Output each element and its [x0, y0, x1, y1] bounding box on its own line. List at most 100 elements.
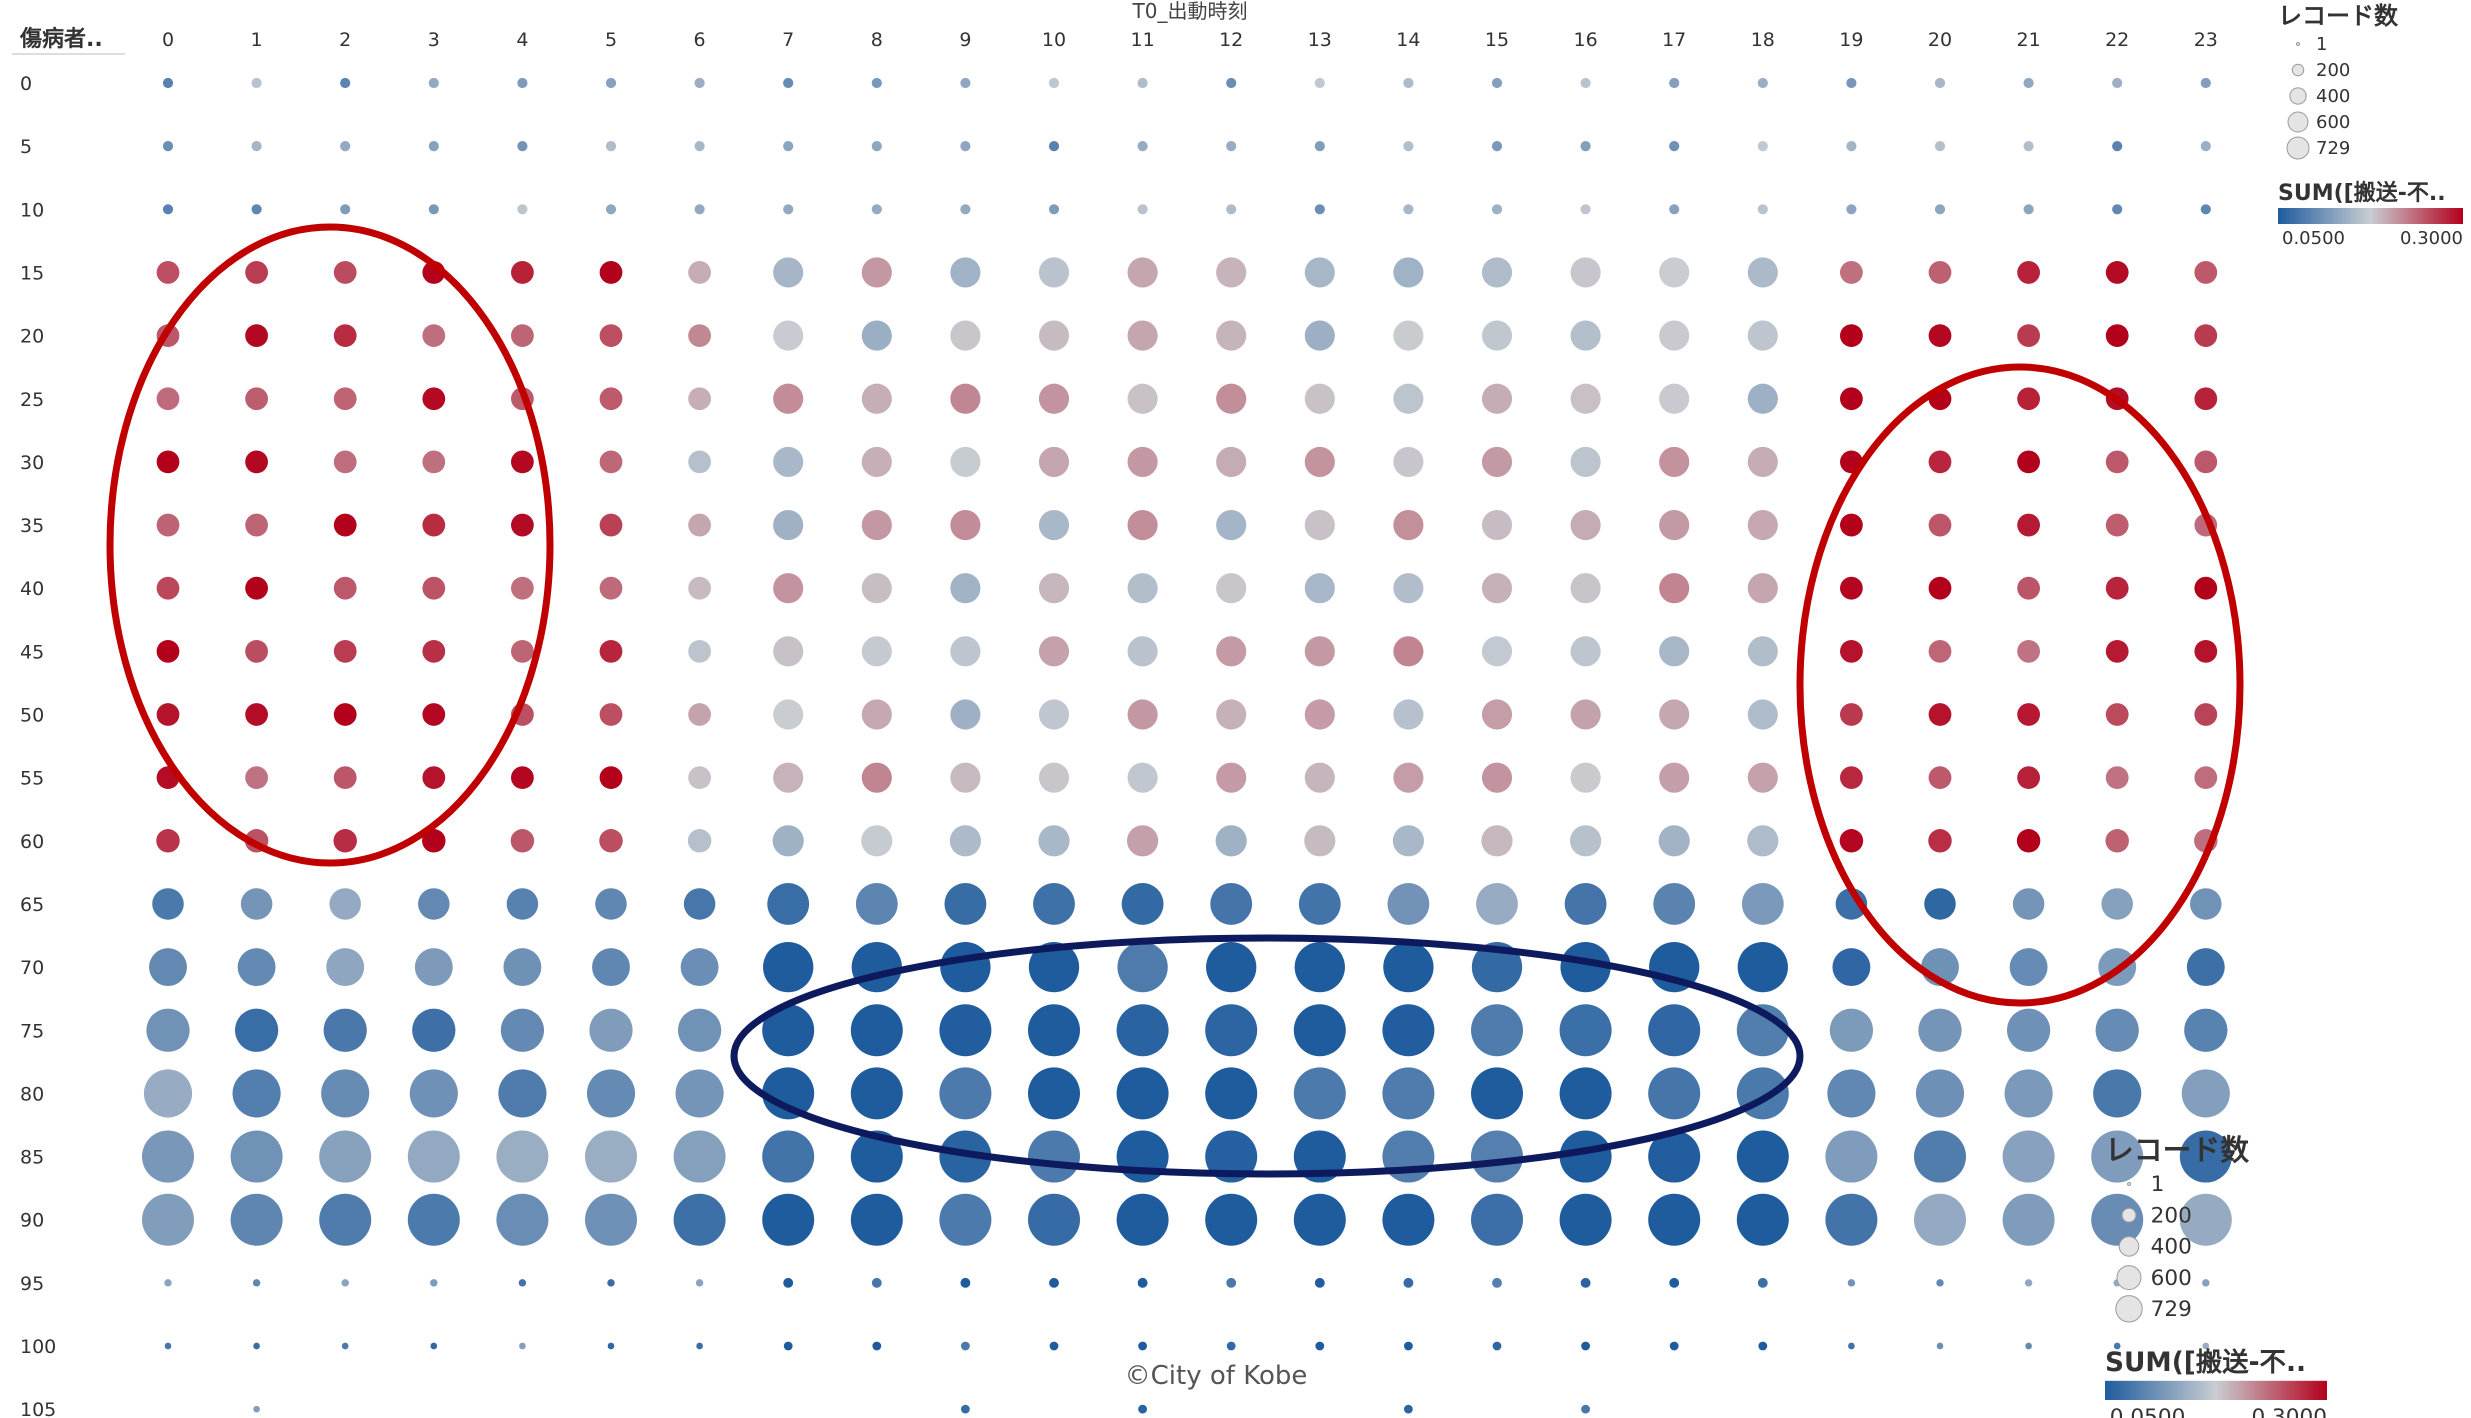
bubble-mark: [683, 888, 716, 920]
bubble-mark: [950, 636, 981, 667]
bubble-mark: [1580, 77, 1591, 89]
bubble-mark: [1747, 320, 1778, 351]
bubble-mark: [1382, 1067, 1435, 1120]
bubble-mark: [1747, 573, 1778, 604]
bubble-mark: [1038, 825, 1070, 857]
bubble-mark: [688, 387, 711, 411]
bubble-mark: [1382, 1130, 1435, 1183]
annotation-ellipse-daytime-elderly: [730, 934, 1804, 1178]
bubble-mark: [763, 941, 814, 993]
bubble-mark: [872, 1341, 882, 1351]
bubble-mark: [1028, 1193, 1080, 1246]
bubble-mark: [2017, 766, 2040, 790]
bubble-mark: [1928, 703, 1952, 726]
bubble-mark: [2194, 450, 2218, 474]
x-tick-label: 10: [1042, 29, 1066, 51]
bubble-mark: [340, 77, 351, 89]
bubble-mark: [1393, 446, 1424, 477]
bubble-mark: [599, 261, 623, 284]
bubble-mark: [1757, 1277, 1768, 1288]
bubble-mark: [1914, 1130, 1966, 1183]
bubble-mark: [511, 450, 534, 474]
bubble-mark: [694, 204, 705, 215]
bubble-mark: [1210, 883, 1253, 925]
bubble-mark: [156, 576, 180, 600]
bubble-mark: [851, 941, 902, 993]
bubble-mark: [1570, 573, 1601, 604]
bubble-mark: [409, 1069, 458, 1118]
bubble-mark: [1393, 636, 1424, 667]
bubble-mark: [1393, 257, 1424, 288]
size-legend-label: 1: [2316, 34, 2327, 55]
annotation-ellipse-late-night: [106, 223, 554, 867]
bubble-mark: [1915, 1069, 1965, 1118]
bubble-mark: [1846, 204, 1857, 215]
bubble-mark: [333, 829, 357, 853]
x-tick-label: 15: [1485, 29, 1509, 51]
bubble-mark: [1570, 257, 1601, 288]
x-tick-label: 12: [1219, 29, 1243, 51]
bubble-mark: [1293, 1067, 1346, 1120]
bubble-mark: [950, 257, 981, 288]
bubble-mark: [1226, 77, 1237, 89]
bubble-mark: [146, 1008, 190, 1052]
bubble-mark: [2179, 1130, 2232, 1183]
bubble-mark: [1825, 1193, 1878, 1246]
bubble-mark: [1387, 883, 1430, 925]
bubble-mark: [1580, 141, 1591, 152]
bubble-mark: [1127, 636, 1158, 667]
bubble-mark: [1038, 383, 1070, 414]
bubble-mark: [1116, 1067, 1169, 1120]
bubble-mark: [675, 1069, 724, 1118]
bubble-mark: [164, 1279, 172, 1287]
bubble-mark: [326, 948, 365, 987]
bubble-mark: [1481, 699, 1513, 730]
bubble-mark: [1559, 1193, 1612, 1246]
bubble-mark: [2017, 639, 2040, 663]
bubble-mark: [340, 141, 351, 152]
bubble-mark: [1127, 446, 1158, 477]
bubble-mark: [2093, 1069, 2142, 1118]
bubble-mark: [1393, 573, 1424, 604]
bubble-mark: [2113, 1342, 2121, 1350]
bubble-mark: [2023, 77, 2034, 89]
size-legend-swatch: [2286, 136, 2310, 160]
bubble-mark: [1382, 1193, 1435, 1246]
bubble-mark: [1747, 762, 1778, 793]
bubble-mark: [1314, 1277, 1325, 1288]
y-tick-label: 25: [20, 389, 44, 411]
bubble-mark: [2186, 948, 2225, 987]
annotation-ellipses: [106, 223, 2244, 1178]
bubble-mark: [1481, 825, 1513, 857]
bubble-mark: [1936, 1279, 1944, 1287]
y-tick-label: 55: [20, 768, 44, 790]
bubble-mark: [1216, 509, 1247, 541]
bubble-mark: [162, 204, 174, 215]
bubble-mark: [1293, 1193, 1346, 1246]
bubble-mark: [329, 888, 361, 920]
bubble-mark: [1038, 509, 1070, 541]
bubble-mark: [1840, 766, 1863, 790]
bubble-mark: [1934, 141, 1946, 152]
bubble-mark: [861, 383, 892, 414]
bubble-mark: [156, 387, 180, 411]
color-legend-min-label: 0.0500: [2282, 228, 2345, 249]
bubble-mark: [1840, 324, 1863, 347]
bubble-mark: [1226, 204, 1237, 215]
bubble-mark: [1127, 825, 1159, 857]
bubble-mark: [1481, 320, 1513, 351]
bubble-mark: [2105, 703, 2129, 726]
bubble-mark: [861, 320, 892, 351]
bubble-mark: [142, 1130, 194, 1183]
bubble-mark: [1648, 1067, 1701, 1120]
bubble-mark: [1481, 573, 1513, 604]
color-legend-max-label: 0.3000: [2400, 228, 2463, 249]
bubble-mark: [688, 766, 711, 790]
bubble-mark: [1840, 576, 1863, 600]
size-legend-swatch: [2289, 87, 2307, 105]
bubble-mark: [1481, 446, 1513, 477]
bubble-mark: [1038, 699, 1070, 730]
bubble-mark: [695, 1279, 704, 1287]
bubble-mark: [688, 261, 711, 284]
